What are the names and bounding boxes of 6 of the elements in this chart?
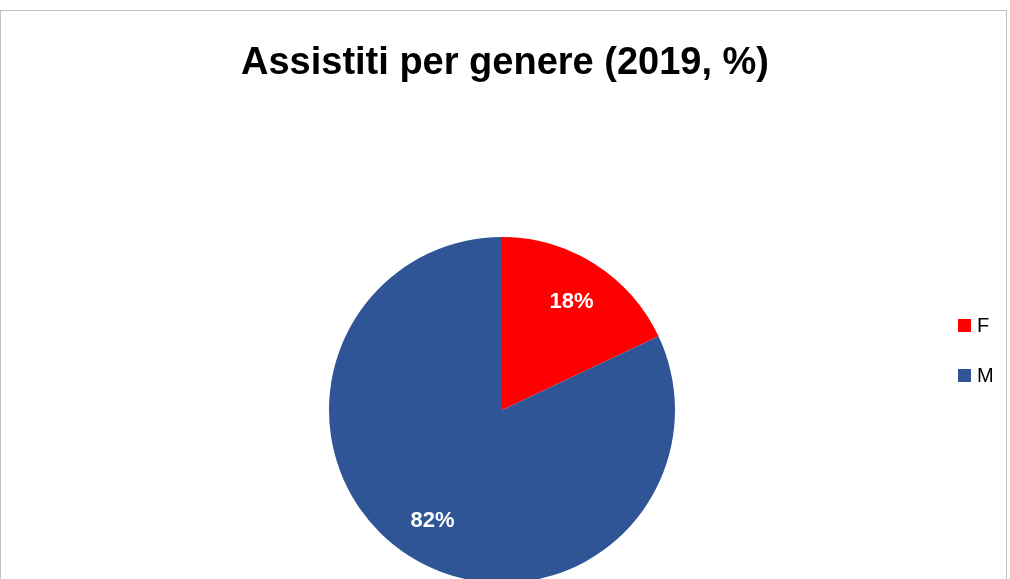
data-label: 18% (549, 287, 594, 313)
legend-label: M (977, 363, 994, 387)
data-label: 82% (410, 507, 455, 533)
pie-slice (502, 237, 659, 410)
chart-title: Assistiti per genere (2019, %) (240, 40, 770, 83)
legend-label: F (977, 313, 990, 337)
